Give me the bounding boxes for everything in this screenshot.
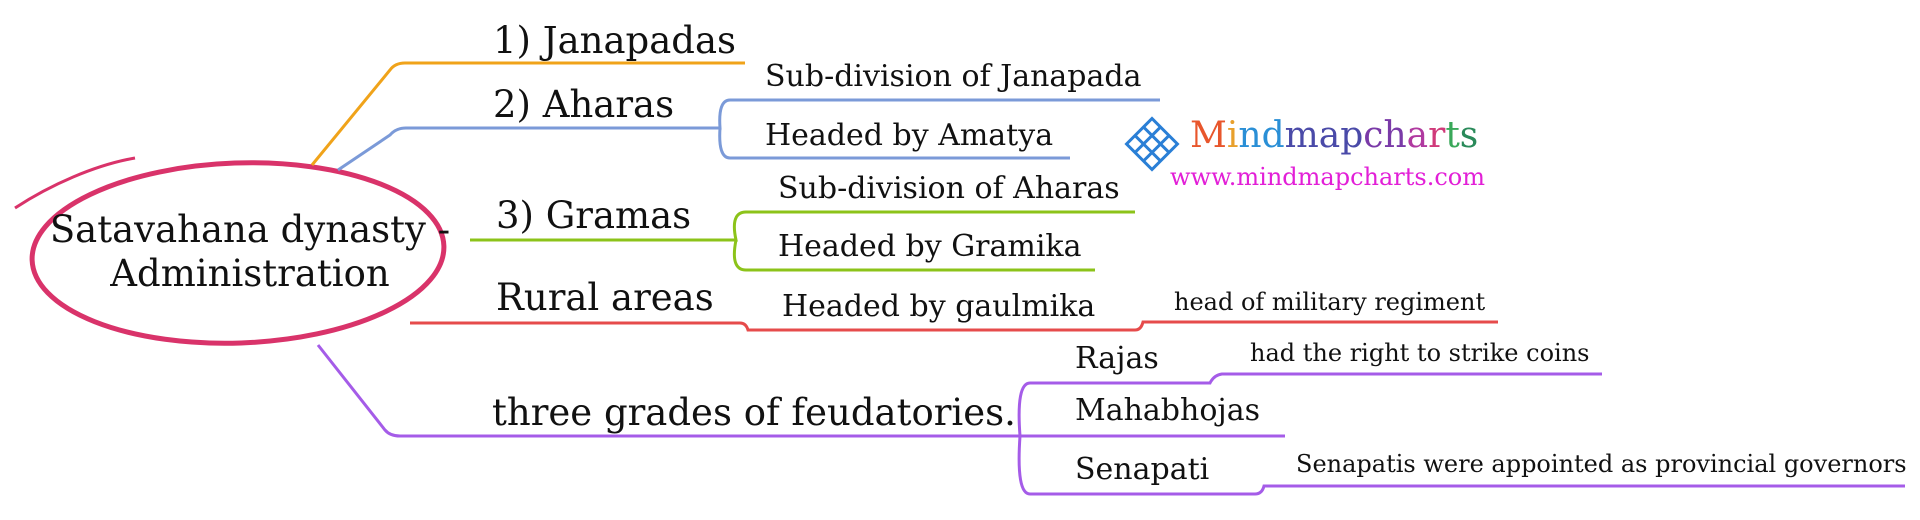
aharas-child-headed: Headed by Amatya (765, 118, 1054, 153)
logo-letter: p (1340, 115, 1364, 156)
logo-url: www.mindmapcharts.com (1170, 163, 1486, 191)
logo-letter: s (1459, 115, 1479, 156)
logo-letter: d (1261, 115, 1285, 156)
feudatory-senapati: Senapati (1075, 452, 1210, 487)
senapati-detail: Senapatis were appointed as provincial g… (1296, 450, 1907, 478)
central-node-line1: Satavahana dynasty - (49, 208, 451, 251)
logo-letter: m (1284, 115, 1319, 156)
branch-janapadas: 1) Janapadas (493, 19, 736, 62)
logo-wordmark: Mindmapcharts (1190, 118, 1478, 154)
aharas-child-subdivision: Sub-division of Janapada (765, 59, 1142, 94)
feudatory-rajas: Rajas (1075, 341, 1159, 376)
connector-feudatories (316, 344, 1015, 438)
central-node-label: Satavahana dynasty - Administration (30, 208, 470, 296)
logo-letter: c (1363, 115, 1384, 156)
connector-rural (410, 320, 1498, 332)
logo-letter: r (1428, 115, 1446, 156)
connector-aharas-bracket (715, 98, 1160, 160)
logo-letter: M (1190, 115, 1227, 156)
gramas-child-headed: Headed by Gramika (778, 229, 1082, 264)
central-node-stroke (14, 156, 136, 210)
connector-feudatories-bracket (1015, 372, 1905, 496)
logo-letter: a (1318, 115, 1341, 156)
connector-aharas (337, 126, 715, 172)
rural-child-gaulmika: Headed by gaulmika (782, 289, 1096, 324)
branch-rural-areas: Rural areas (496, 276, 714, 319)
rajas-detail: had the right to strike coins (1250, 339, 1590, 367)
central-node-ellipse (29, 160, 447, 346)
logo-letter: i (1226, 115, 1239, 156)
connector-gramas-bracket (730, 210, 1135, 272)
feudatory-mahabhojas: Mahabhojas (1075, 393, 1260, 428)
logo-letter: n (1238, 115, 1262, 156)
branch-aharas: 2) Aharas (493, 83, 675, 126)
connector-janapadas (310, 61, 745, 166)
branch-gramas: 3) Gramas (496, 194, 692, 237)
endless-knot-icon (1124, 116, 1180, 172)
gramas-child-subdivision: Sub-division of Aharas (778, 171, 1120, 206)
gaulmika-detail: head of military regiment (1174, 288, 1486, 316)
logo-letter: h (1383, 115, 1407, 156)
logo-letter: a (1406, 115, 1429, 156)
logo-letter: t (1445, 115, 1460, 156)
central-node-line2: Administration (110, 252, 390, 295)
branch-feudatories: three grades of feudatories. (492, 391, 1016, 434)
